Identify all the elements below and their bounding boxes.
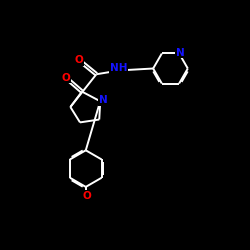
Text: O: O [61, 72, 70, 83]
Text: NH: NH [110, 63, 127, 73]
Text: N: N [99, 95, 108, 105]
Text: O: O [82, 191, 91, 201]
Text: O: O [74, 55, 83, 65]
Text: N: N [176, 48, 184, 58]
